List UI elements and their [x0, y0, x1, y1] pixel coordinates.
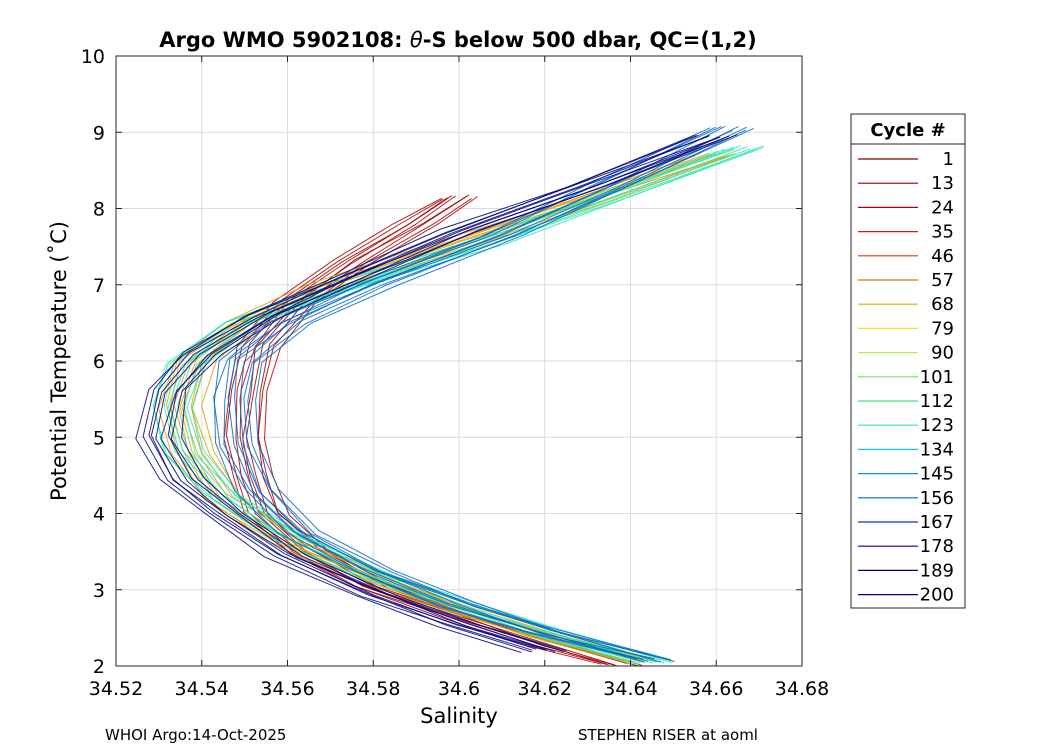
- series-3-profile-5: [239, 126, 739, 663]
- legend-label-123: 123: [920, 415, 954, 436]
- x-tick-label-5: 34.62: [518, 678, 572, 700]
- legend-label-101: 101: [920, 367, 954, 388]
- legend-label-13: 13: [931, 173, 954, 194]
- series-3-profile-8: [255, 127, 755, 662]
- legend-label-200: 200: [920, 585, 954, 606]
- legend-label-178: 178: [920, 536, 954, 557]
- series-group: [135, 125, 764, 666]
- series-4-profile-4: [155, 137, 719, 651]
- x-tick-label-6: 34.64: [603, 678, 657, 700]
- series-2-profile-5: [177, 148, 751, 661]
- legend-label-24: 24: [931, 197, 954, 218]
- series-3-profile-1: [213, 126, 716, 660]
- series-4-profile-2: [148, 135, 709, 653]
- x-tick-label-4: 34.6: [438, 678, 480, 700]
- x-tick-label-0: 34.52: [89, 678, 143, 700]
- x-tick-label-8: 34.68: [775, 678, 829, 700]
- legend-label-156: 156: [920, 488, 954, 509]
- legend-label-90: 90: [931, 343, 954, 364]
- legend-label-134: 134: [920, 439, 954, 460]
- series-4-profile-8: [181, 134, 738, 652]
- series-4-profile-1: [142, 134, 698, 651]
- x-tick-label-2: 34.56: [260, 678, 314, 700]
- legend-label-46: 46: [931, 246, 954, 267]
- y-tick-label-3: 5: [93, 427, 105, 449]
- chart-title-part-1: Argo WMO 5902108:: [159, 28, 410, 52]
- series-4-profile-0: [135, 134, 696, 653]
- chart-title: Argo WMO 5902108: θ-S below 500 dbar, QC…: [159, 28, 756, 52]
- y-tick-label-7: 9: [93, 122, 105, 144]
- x-tick-label-1: 34.54: [175, 678, 229, 700]
- chart-title-theta: θ: [410, 28, 423, 52]
- y-tick-label-8: 10: [81, 46, 105, 68]
- axis-ticks: 34.52 34.54 34.56 34.58 34.6 34.62 34.64 34.66 3…: [81, 46, 829, 700]
- series-0-profile-2: [235, 197, 609, 666]
- series-3-profile-0: [213, 127, 711, 660]
- footer-left: WHOI Argo:14-Oct-2025: [105, 726, 286, 744]
- legend-label-68: 68: [931, 294, 954, 315]
- series-4-profile-6: [167, 137, 724, 653]
- y-axis-label: Potential Temperature (˚C): [47, 221, 71, 501]
- legend-label-1: 1: [943, 149, 954, 170]
- legend-label-167: 167: [920, 512, 954, 533]
- legend-label-145: 145: [920, 464, 954, 485]
- series-4-profile-3: [150, 134, 710, 650]
- series-3-profile-7: [247, 129, 747, 661]
- footer-right: STEPHEN RISER at aoml: [578, 726, 758, 744]
- series-3-profile-4: [234, 129, 733, 660]
- legend-label-57: 57: [931, 270, 954, 291]
- series-2-profile-7: [186, 147, 764, 664]
- series-4: [135, 134, 738, 653]
- series-0-profile-0: [223, 198, 602, 665]
- legend-label-35: 35: [931, 222, 954, 243]
- y-tick-label-4: 6: [93, 351, 105, 373]
- series-3-profile-3: [227, 125, 726, 662]
- series-4-profile-5: [160, 136, 721, 650]
- legend-title: Cycle #: [870, 120, 945, 141]
- x-axis-label: Salinity: [420, 704, 498, 728]
- y-tick-label-0: 2: [93, 656, 105, 678]
- chart-title-part-2: -S below 500 dbar, QC=(1,2): [423, 28, 757, 52]
- x-tick-label-7: 34.66: [689, 678, 743, 700]
- series-3-profile-2: [223, 126, 722, 663]
- legend: Cycle # 1 13 24 35 46 57 68 79 90 101 112 123 134 145…: [850, 113, 966, 609]
- y-tick-label-5: 7: [93, 275, 105, 297]
- y-tick-label-1: 3: [93, 580, 105, 602]
- y-tick-label-6: 8: [93, 199, 105, 221]
- legend-label-112: 112: [920, 391, 954, 412]
- legend-label-79: 79: [931, 318, 954, 339]
- legend-box: [850, 113, 966, 609]
- y-tick-label-2: 4: [93, 504, 105, 526]
- x-tick-label-3: 34.58: [346, 678, 400, 700]
- series-3: [213, 125, 755, 663]
- legend-label-189: 189: [920, 560, 954, 581]
